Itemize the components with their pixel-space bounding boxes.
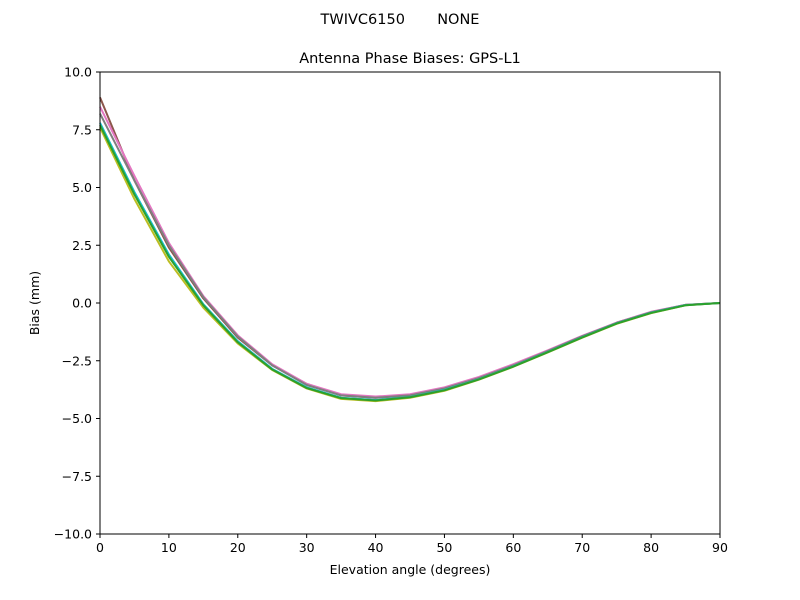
y-tick-label: −10.0	[54, 527, 92, 542]
series-layer	[99, 97, 721, 403]
y-tick-label: 10.0	[64, 65, 92, 80]
chart-title: Antenna Phase Biases: GPS-L1	[299, 51, 521, 67]
y-ticks: −10.0 −7.5 −5.0 −2.5 0.0 2.5 5.0 7.5 10.0	[54, 65, 100, 542]
x-tick-label: 0	[96, 540, 104, 555]
x-tick-label: 50	[436, 540, 452, 555]
x-tick-label: 60	[505, 540, 521, 555]
y-tick-label: −5.0	[62, 411, 92, 426]
x-tick-label: 80	[643, 540, 659, 555]
x-ticks: 0 10 20 30 40 50 60 70 80 90	[96, 534, 728, 555]
x-tick-label: 90	[712, 540, 728, 555]
y-tick-label: 0.0	[72, 296, 92, 311]
y-axis-label: Bias (mm)	[27, 271, 42, 335]
plot-area	[100, 72, 720, 534]
x-tick-label: 70	[574, 540, 590, 555]
y-tick-label: 5.0	[72, 180, 92, 195]
y-tick-label: −2.5	[62, 353, 92, 368]
series-line-6	[99, 124, 721, 402]
y-tick-label: 7.5	[72, 122, 92, 137]
x-tick-label: 30	[299, 540, 315, 555]
figure-suptitle: TWIVC6150 NONE	[320, 12, 480, 28]
y-tick-label: −7.5	[62, 469, 92, 484]
x-tick-label: 10	[161, 540, 177, 555]
y-tick-label: 2.5	[72, 238, 92, 253]
x-axis-label: Elevation angle (degrees)	[330, 562, 491, 577]
x-tick-label: 40	[368, 540, 384, 555]
x-tick-label: 20	[230, 540, 246, 555]
